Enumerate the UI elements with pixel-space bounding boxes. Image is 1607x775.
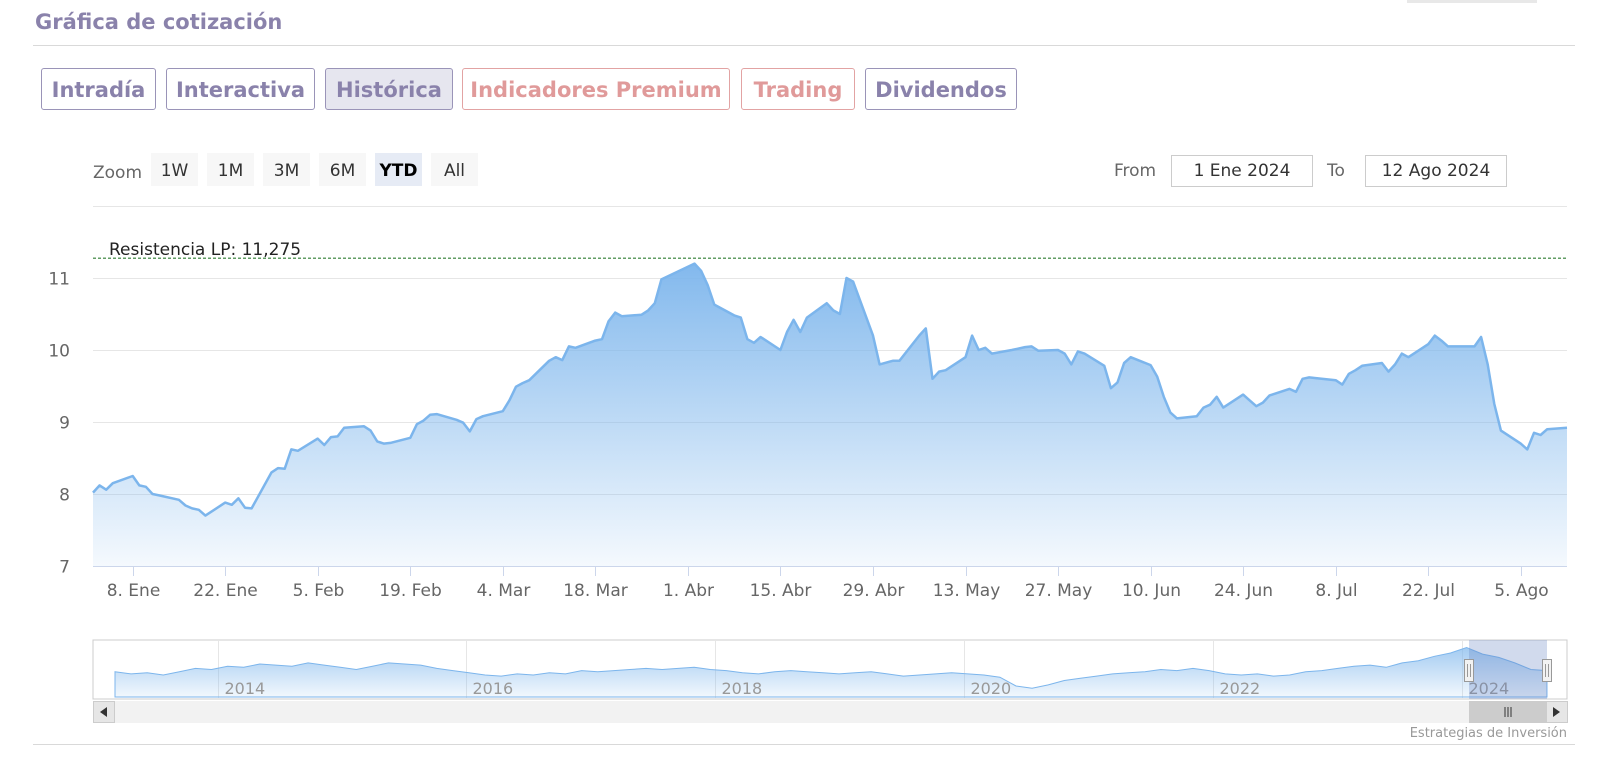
x-tick-label: 5. Feb <box>293 581 345 601</box>
range-selector: Zoom 1W 1M 3M 6M YTD All From 1 Ene 202 <box>93 153 1507 187</box>
y-tick-label: 9 <box>59 414 70 434</box>
x-tick-label: 24. Jun <box>1214 581 1273 601</box>
tab-dividendos[interactable]: Dividendos <box>865 68 1017 110</box>
navigator-handle-left[interactable] <box>1464 659 1474 682</box>
scrollbar-track[interactable] <box>93 701 1567 723</box>
navigator-year-label: 2022 <box>1220 679 1261 698</box>
x-tick-label: 15. Abr <box>750 581 812 601</box>
x-tick-label: 8. Jul <box>1315 581 1357 601</box>
zoom-button-3m-label: 3M <box>274 161 299 181</box>
x-tick-label: 13. May <box>933 581 1001 601</box>
price-area <box>93 263 1567 566</box>
x-tick-label: 5. Ago <box>1494 581 1548 601</box>
chart-credits: Estrategias de Inversión <box>1410 726 1567 741</box>
x-tick-label: 29. Abr <box>843 581 905 601</box>
to-date-input[interactable]: 12 Ago 2024 <box>1365 155 1507 187</box>
scroll-right-arrow-icon <box>1553 707 1560 717</box>
to-label: To <box>1326 161 1345 181</box>
from-date-input[interactable]: 1 Ene 2024 <box>1171 155 1313 187</box>
navigator-year-label: 2016 <box>473 679 514 698</box>
navigator-year-label: 2018 <box>722 679 763 698</box>
scrollbar[interactable] <box>93 701 1568 723</box>
navigator-year-label: 2014 <box>225 679 266 698</box>
from-date-value: 1 Ene 2024 <box>1194 161 1291 181</box>
zoom-button-1w[interactable]: 1W <box>151 153 198 186</box>
x-tick-label: 22. Ene <box>193 581 257 601</box>
tab-trading[interactable]: Trading <box>741 68 855 110</box>
x-tick-label: 8. Ene <box>107 581 161 601</box>
navigator-year-label: 2020 <box>971 679 1012 698</box>
scroll-left-arrow-icon <box>100 707 107 717</box>
navigator-handle-right[interactable] <box>1542 659 1552 682</box>
zoom-button-6m[interactable]: 6M <box>319 153 366 186</box>
navigator-selected-range[interactable] <box>1469 640 1547 699</box>
x-tick-label: 18. Mar <box>563 581 628 601</box>
from-label: From <box>1114 161 1156 181</box>
title-divider <box>33 45 1575 46</box>
x-tick-label: 1. Abr <box>663 581 714 601</box>
y-tick-label: 11 <box>48 270 70 290</box>
top-decoration <box>1407 0 1537 3</box>
y-tick-label: 10 <box>48 342 70 362</box>
scrollbar-right-button[interactable] <box>1546 701 1568 723</box>
zoom-label: Zoom <box>93 163 142 183</box>
zoom-button-1w-label: 1W <box>161 161 189 181</box>
page-title: Gráfica de cotización <box>35 10 283 34</box>
x-tick-label: 27. May <box>1025 581 1093 601</box>
y-axis-ticks: 7 8 9 10 11 <box>48 270 70 578</box>
x-tick-label: 10. Jun <box>1122 581 1181 601</box>
navigator-year-label: 2024 <box>1469 679 1510 698</box>
zoom-button-ytd-label: YTD <box>378 161 417 181</box>
x-tick-label: 22. Jul <box>1402 581 1455 601</box>
to-date-value: 12 Ago 2024 <box>1382 161 1491 181</box>
price-line <box>92 262 1568 517</box>
tab-intradia[interactable]: Intradía <box>41 68 156 110</box>
tab-indicadores-premium[interactable]: Indicadores Premium <box>462 68 730 110</box>
zoom-button-1m[interactable]: 1M <box>207 153 254 186</box>
zoom-button-all[interactable]: All <box>431 153 478 186</box>
y-tick-label: 7 <box>59 558 70 578</box>
zoom-button-1m-label: 1M <box>218 161 243 181</box>
y-tick-label: 8 <box>59 486 70 506</box>
x-tick-label: 4. Mar <box>477 581 531 601</box>
x-tick-label: 19. Feb <box>379 581 442 601</box>
tab-historica[interactable]: Histórica <box>325 68 453 110</box>
navigator-year-labels: 2014 2016 2018 2020 2022 2024 <box>225 679 1510 698</box>
navigator-area <box>114 646 1548 698</box>
zoom-button-6m-label: 6M <box>330 161 355 181</box>
zoom-button-ytd[interactable]: YTD <box>375 153 422 186</box>
zoom-button-3m[interactable]: 3M <box>263 153 310 186</box>
bottom-divider <box>33 744 1575 745</box>
scrollbar-thumb[interactable] <box>1469 701 1547 723</box>
x-axis-ticks: 8. Ene 22. Ene 5. Feb 19. Feb 4. Mar 18. Mar 1… <box>107 566 1549 601</box>
scrollbar-left-button[interactable] <box>93 701 115 723</box>
navigator[interactable]: 2014 2016 2018 2020 2022 2024 <box>92 639 1568 700</box>
resistance-label: Resistencia LP: 11,275 <box>109 240 301 260</box>
tab-interactiva[interactable]: Interactiva <box>166 68 315 110</box>
zoom-button-all-label: All <box>444 161 465 181</box>
